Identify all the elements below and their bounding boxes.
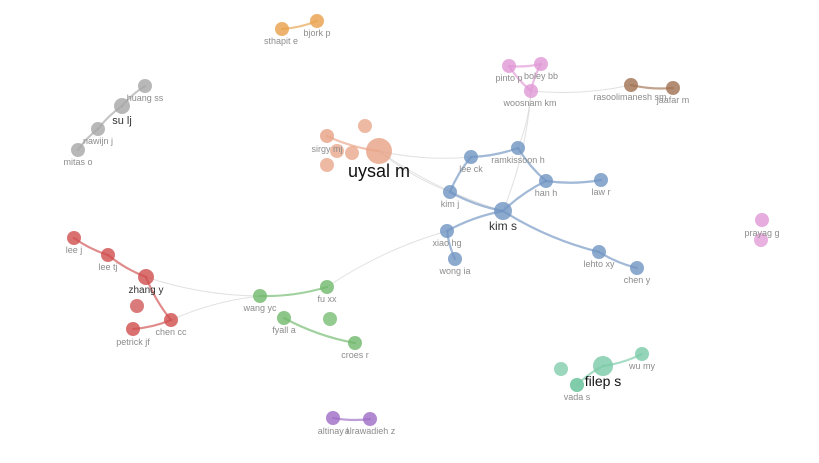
node-petrick_jf-companion-1[interactable] (130, 299, 144, 313)
node-wong_ia[interactable] (448, 252, 462, 266)
label-altinay_l: altinay l (318, 426, 349, 436)
node-rasoolimanesh_sm[interactable] (624, 78, 638, 92)
label-lehto_xy: lehto xy (583, 259, 615, 269)
node-wu_my[interactable] (635, 347, 649, 361)
label-wong_ia: wong ia (438, 266, 470, 276)
node-boley_bb[interactable] (534, 57, 548, 71)
node-sirgy_mj[interactable] (320, 129, 334, 143)
label-sirgy_mj: sirgy mj (312, 144, 343, 154)
label-zhang_y: zhang y (128, 285, 163, 296)
node-altinay_l[interactable] (326, 411, 340, 425)
label-kim_s: kim s (489, 219, 517, 233)
label-bjork_p: bjork p (303, 28, 330, 38)
edge-xiao_hg-fu_xx (326, 230, 448, 288)
node-mitas_o[interactable] (71, 143, 85, 157)
label-han_h: han h (535, 188, 558, 198)
label-lee_j: lee j (66, 245, 83, 255)
node-pinto_p[interactable] (502, 59, 516, 73)
edge-layer (72, 19, 675, 422)
node-kim_s[interactable] (494, 202, 512, 220)
label-wu_my: wu my (628, 361, 656, 371)
label-huang_ss: huang ss (127, 93, 164, 103)
node-sirgy_mj-companion-1[interactable] (358, 119, 372, 133)
edge-zhang_y-wang_yc (145, 276, 261, 297)
node-huang_ss[interactable] (138, 79, 152, 93)
label-layer: sthapit e bjork p huang ss su lj nawijn j mit… (63, 28, 779, 436)
node-su_lj[interactable] (114, 98, 130, 114)
node-croes_r[interactable] (348, 336, 362, 350)
node-filep_s[interactable] (593, 356, 613, 376)
label-nawijn_j: nawijn j (83, 136, 113, 146)
label-fyall_a: fyall a (272, 325, 296, 335)
node-vada_s[interactable] (570, 378, 584, 392)
node-uysal_m[interactable] (366, 138, 392, 164)
node-lee_j[interactable] (67, 231, 81, 245)
node-kim_j[interactable] (443, 185, 457, 199)
label-croes_r: croes r (341, 350, 369, 360)
node-sthapit_e[interactable] (275, 22, 289, 36)
node-lehto_xy[interactable] (592, 245, 606, 259)
node-jaafar_m[interactable] (666, 81, 680, 95)
label-fu_xx: fu xx (317, 294, 337, 304)
label-alrawadieh_z: alrawadieh z (345, 426, 396, 436)
node-woosnam_km[interactable] (524, 84, 538, 98)
label-law_r: law r (591, 187, 610, 197)
label-uysal_m: uysal m (348, 161, 410, 181)
edge-han_h-law_r (544, 178, 603, 184)
node-fyall_a[interactable] (277, 311, 291, 325)
label-rasoolimanesh_sm: rasoolimanesh sm (593, 92, 666, 102)
label-petrick_jf: petrick jf (116, 337, 150, 347)
node-fu_xx[interactable] (320, 280, 334, 294)
label-mitas_o: mitas o (63, 157, 92, 167)
label-su_lj: su lj (112, 115, 132, 127)
label-woosnam_km: woosnam km (502, 98, 556, 108)
node-prayag_g-companion-1[interactable] (754, 233, 768, 247)
node-sirgy_mj-companion-4[interactable] (320, 158, 334, 172)
node-sirgy_mj-companion-2[interactable] (330, 144, 344, 158)
node-han_h[interactable] (539, 174, 553, 188)
label-lee_ck: lee ck (459, 164, 483, 174)
label-chen_cc: chen cc (155, 327, 187, 337)
node-chen_cc[interactable] (164, 313, 178, 327)
edge-uysal_m-lee_ck (378, 150, 472, 159)
edge-kim_s-lehto_xy (501, 209, 601, 254)
node-wang_yc[interactable] (253, 289, 267, 303)
edge-woosnam_km-rasoolimanesh_sm (530, 84, 632, 94)
label-boley_bb: boley bb (524, 71, 558, 81)
node-layer (67, 14, 769, 426)
node-filep_s-companion-1[interactable] (554, 362, 568, 376)
label-xiao_hg: xiao hg (432, 238, 461, 248)
label-pinto_p: pinto p (495, 73, 522, 83)
node-ramkissoon_h[interactable] (511, 141, 525, 155)
label-ramkissoon_h: ramkissoon h (491, 155, 545, 165)
label-lee_tj: lee tj (98, 262, 117, 272)
node-sirgy_mj-companion-3[interactable] (345, 146, 359, 160)
node-lee_tj[interactable] (101, 248, 115, 262)
node-chen_y[interactable] (630, 261, 644, 275)
label-sthapit_e: sthapit e (264, 36, 298, 46)
node-law_r[interactable] (594, 173, 608, 187)
node-zhang_y[interactable] (138, 269, 154, 285)
label-wang_yc: wang yc (242, 303, 277, 313)
edge-fyall_a-croes_r (282, 316, 357, 345)
node-alrawadieh_z[interactable] (363, 412, 377, 426)
node-xiao_hg[interactable] (440, 224, 454, 238)
label-kim_j: kim j (441, 199, 460, 209)
node-croes_r-companion-1[interactable] (323, 312, 337, 326)
edge-uysal_m-kim_s (378, 150, 504, 212)
label-filep_s: filep s (585, 373, 622, 389)
label-jaafar_m: jaafar m (656, 95, 690, 105)
label-prayag_g: prayag g (744, 228, 779, 238)
node-prayag_g[interactable] (755, 213, 769, 227)
label-vada_s: vada s (564, 392, 591, 402)
node-lee_ck[interactable] (464, 150, 478, 164)
label-chen_y: chen y (624, 275, 651, 285)
node-petrick_jf[interactable] (126, 322, 140, 336)
node-nawijn_j[interactable] (91, 122, 105, 136)
edge-wang_yc-chen_cc (170, 295, 261, 321)
node-bjork_p[interactable] (310, 14, 324, 28)
